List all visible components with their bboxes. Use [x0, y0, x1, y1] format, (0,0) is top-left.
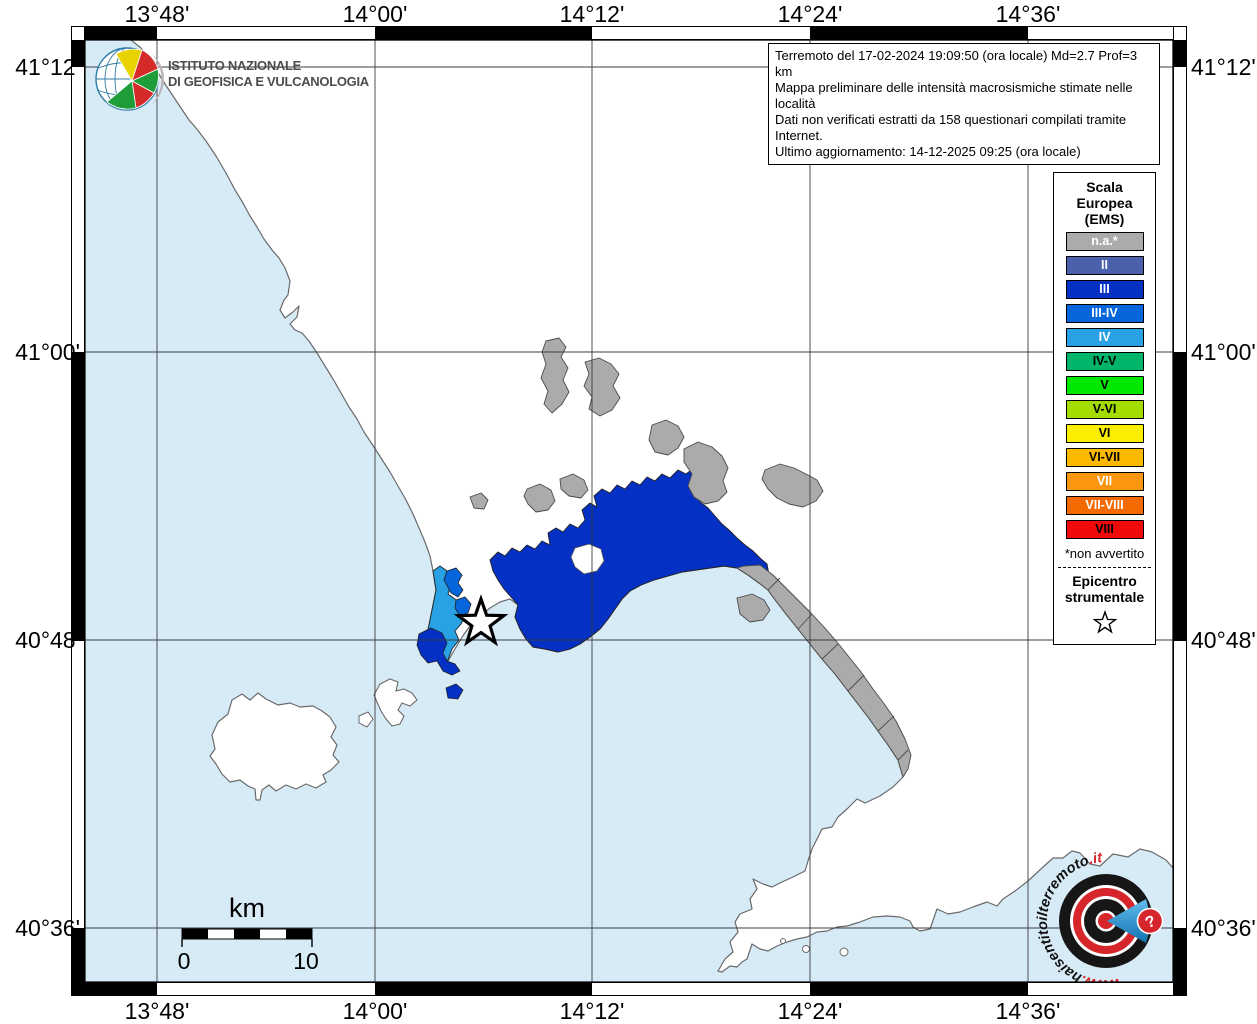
- axis-right-2: 41°00': [1191, 339, 1256, 365]
- ingv-logo: ISTITUTO NAZIONALE DI GEOFISICA E VULCAN…: [95, 47, 370, 111]
- axis-bottom-4: 14°24': [777, 998, 843, 1024]
- islet-3: [839, 947, 849, 957]
- axis-bottom-5: 14°36': [995, 998, 1061, 1024]
- island-ischia: [209, 692, 340, 801]
- legend-chip-ii: II: [1065, 256, 1144, 275]
- axis-right-3: 40°48': [1191, 627, 1256, 653]
- axis-top-3: 14°12': [559, 1, 625, 27]
- legend-chip-vi: VI: [1065, 424, 1144, 443]
- island-small: [358, 711, 374, 728]
- frame-bottom: [71, 982, 1187, 996]
- scale-unit: km: [229, 893, 265, 923]
- info-line-data: Dati non verificati estratti da 158 ques…: [775, 112, 1127, 143]
- ingv-globe-shadow: [152, 54, 165, 104]
- ingv-title-line1: ISTITUTO NAZIONALE: [168, 58, 302, 73]
- hsit-cone: [1107, 899, 1150, 943]
- axis-bottom-1: 13°48': [124, 998, 190, 1024]
- region-no-data-enclave: [570, 543, 605, 575]
- graticule: [85, 40, 1173, 982]
- legend-footnote: *non avvertito: [1064, 546, 1145, 561]
- intensity-legend: Scala Europea (EMS) n.a.* II III III-IV …: [1053, 172, 1156, 645]
- axis-left-2: 41°00': [15, 339, 80, 365]
- legend-chip-viii: VIII: [1065, 520, 1144, 539]
- frame-right: [1173, 26, 1187, 996]
- axis-top-4: 14°24': [777, 1, 843, 27]
- frame-top: [71, 26, 1187, 40]
- legend-chip-iv: IV: [1065, 328, 1144, 347]
- legend-chip-iii: III: [1065, 280, 1144, 299]
- regions-not-felt: [469, 337, 912, 778]
- axis-left-4: 40°36': [15, 915, 80, 941]
- ingv-wedge-green2: [106, 80, 137, 110]
- scale-end: 10: [293, 948, 319, 974]
- axis-bottom-2: 14°00': [342, 998, 408, 1024]
- info-line-map: Mappa preliminare delle intensità macros…: [775, 80, 1133, 111]
- legend-title: Scala Europea (EMS): [1076, 179, 1133, 227]
- earthquake-info-box: Terremoto del 17-02-2024 19:09:50 (ora l…: [768, 43, 1160, 165]
- axis-right-1: 41°12': [1191, 54, 1256, 80]
- legend-chip-na: n.a.*: [1065, 232, 1144, 251]
- epicenter-star-icon: [453, 594, 509, 647]
- info-line-updated: Ultimo aggiornamento: 14-12-2025 09:25 (…: [775, 144, 1081, 159]
- islet-2: [802, 945, 810, 953]
- region-intensity-iii-iv: [443, 567, 464, 598]
- legend-chip-iv-v: IV-V: [1065, 352, 1144, 371]
- region-intensity-iii: [489, 467, 771, 653]
- legend-chip-vi-vii: VI-VII: [1065, 448, 1144, 467]
- ingv-title-line2: DI GEOFISICA E VULCANOLOGIA: [168, 74, 370, 89]
- legend-chip-v: V: [1065, 376, 1144, 395]
- axis-top-1: 13°48': [124, 1, 190, 27]
- legend-star-icon: [1092, 609, 1117, 634]
- axis-bottom-3: 14°12': [559, 998, 625, 1024]
- legend-chip-vii: VII: [1065, 472, 1144, 491]
- islet-1: [780, 938, 786, 944]
- info-line-event: Terremoto del 17-02-2024 19:09:50 (ora l…: [775, 48, 1138, 79]
- frame-left: [71, 26, 85, 996]
- axis-top-5: 14°36': [995, 1, 1061, 27]
- legend-epicenter-title: Epicentro strumentale: [1064, 573, 1145, 605]
- axis-top-2: 14°00': [342, 1, 408, 27]
- axis-left-3: 40°48': [15, 627, 80, 653]
- axis-left-1: 41°12': [15, 54, 80, 80]
- region-intensity-iii-islet: [445, 683, 464, 700]
- legend-divider: [1058, 567, 1151, 568]
- island-procida: [373, 678, 418, 727]
- legend-chip-vii-viii: VII-VIII: [1065, 496, 1144, 515]
- legend-chip-iii-iv: III-IV: [1065, 304, 1144, 323]
- hsit-question-badge: [1136, 907, 1164, 935]
- scale-start: 0: [178, 948, 191, 974]
- axis-right-4: 40°36': [1191, 915, 1256, 941]
- region-intensity-iii-iv: [454, 596, 472, 617]
- legend-chip-v-vi: V-VI: [1065, 400, 1144, 419]
- scale-bar: km 0 10: [178, 893, 319, 974]
